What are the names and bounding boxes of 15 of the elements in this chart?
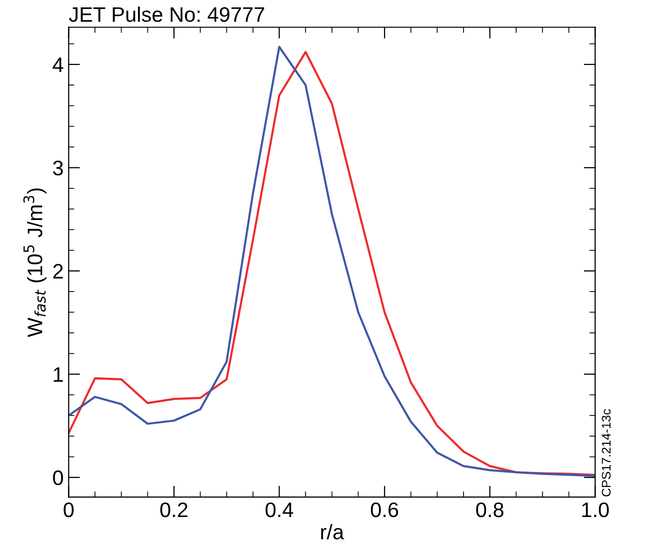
text: CPS17.214-13c [602, 409, 611, 496]
x-tick-label: 0 [64, 502, 74, 518]
y-tick-label: 0 [53, 470, 63, 486]
x-tick-label: 1.0 [582, 502, 609, 518]
x-tick-label: 0.6 [370, 502, 398, 518]
y-tick-label: 1 [54, 367, 63, 382]
chart-title: JET Pulse No: 49777 [68, 6, 264, 22]
x-tick-label: 0.4 [266, 502, 294, 518]
x-tick-label: 0.2 [160, 502, 188, 518]
y-tick-label: 4 [52, 58, 64, 72]
x-tick-label: 0.8 [476, 502, 504, 518]
y-tick-label: 3 [53, 160, 63, 176]
x-axis-title: r/a [321, 524, 344, 540]
y-axis-title: W$_{fast}$ (10$^{5}$ J/m$^{3}$) [23, 188, 46, 338]
y-tick-label: 2 [53, 264, 63, 278]
